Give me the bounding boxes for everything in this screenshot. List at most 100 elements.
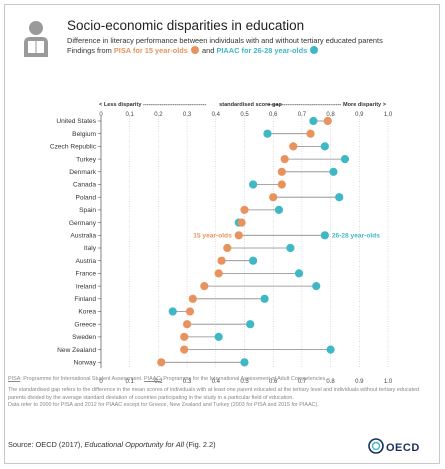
x-tick-top: 0.1 bbox=[126, 112, 135, 118]
piaac-point bbox=[320, 142, 329, 151]
piaac-point bbox=[214, 332, 223, 341]
piaac-point bbox=[274, 205, 284, 214]
x-tick-top: 0 bbox=[99, 112, 103, 118]
axis-banner-right: ----------------------------------------… bbox=[267, 102, 387, 108]
reader-icon bbox=[24, 21, 48, 57]
x-tick-bottom: 0.7 bbox=[298, 379, 307, 385]
notes: PISA: Programme for International Studen… bbox=[8, 376, 428, 414]
pisa-point bbox=[323, 116, 332, 126]
infographic-frame: Socio-economic disparities in education … bbox=[4, 4, 440, 464]
piaac-point bbox=[294, 269, 304, 278]
piaac-def: : Programme for the International Assess… bbox=[160, 376, 327, 382]
pisa-point bbox=[277, 167, 286, 176]
pisa-point bbox=[185, 307, 195, 316]
piaac-annotation: 26-28 year-olds bbox=[332, 233, 380, 240]
x-tick-bottom: 0.4 bbox=[212, 379, 221, 385]
x-tick-top: 0.7 bbox=[298, 112, 307, 118]
category-label: Spain bbox=[79, 207, 96, 214]
source-prefix: Source: OECD (2017), bbox=[8, 440, 85, 449]
category-label: Poland bbox=[75, 194, 96, 201]
x-tick-top: 0.8 bbox=[326, 112, 335, 118]
category-label: Australia bbox=[70, 233, 96, 240]
piaac-point bbox=[326, 345, 335, 354]
piaac-point bbox=[263, 129, 272, 138]
and-text: and bbox=[202, 46, 215, 55]
category-label: Norway bbox=[74, 360, 97, 367]
piaac-point bbox=[249, 256, 258, 265]
category-label: Germany bbox=[69, 220, 97, 227]
category-label: France bbox=[75, 271, 96, 278]
abbrev-note: PISA: Programme for International Studen… bbox=[8, 376, 428, 383]
axis-banner-center: standardised score gap bbox=[219, 102, 282, 108]
pisa-point bbox=[240, 205, 249, 214]
category-label: Austria bbox=[75, 258, 96, 265]
pisa-point bbox=[289, 142, 298, 151]
pisa-def: : Programme for International Student As… bbox=[20, 376, 145, 382]
pisa-point bbox=[269, 193, 278, 202]
piaac-point bbox=[312, 282, 321, 291]
category-label: United States bbox=[56, 118, 96, 125]
x-tick-bottom: 0.2 bbox=[154, 379, 163, 385]
piaac-point bbox=[240, 358, 249, 367]
x-tick-top: 0.3 bbox=[183, 112, 192, 118]
pisa-point bbox=[188, 294, 197, 303]
pisa-point bbox=[180, 345, 189, 354]
category-label: Belgium bbox=[72, 131, 96, 138]
category-label: Ireland bbox=[76, 283, 96, 290]
gap-note: The standardised gap refers to the diffe… bbox=[8, 387, 420, 401]
piaac-point bbox=[309, 116, 318, 126]
pisa-point bbox=[183, 320, 192, 329]
data-note: Data refer to 2000 for PISA and 2012 for… bbox=[8, 402, 319, 409]
pisa-point bbox=[157, 358, 166, 367]
source-title: Educational Opportunity for All bbox=[84, 440, 184, 449]
x-tick-top: 0.2 bbox=[154, 112, 163, 118]
piaac-point bbox=[320, 231, 329, 240]
pisa-point bbox=[277, 180, 286, 189]
pisa-legend-label: PISA for 15 year-olds bbox=[113, 46, 188, 55]
x-tick-bottom: 0.1 bbox=[126, 379, 135, 385]
piaac-legend-dot bbox=[310, 46, 319, 54]
pisa-point bbox=[237, 218, 246, 227]
findings-line: Findings from PISA for 15 year-olds and … bbox=[67, 46, 319, 55]
source-suffix: (Fig. 2.2) bbox=[183, 440, 216, 449]
category-label: Turkey bbox=[76, 156, 97, 163]
category-label: Italy bbox=[84, 245, 97, 252]
oecd-logo-icon bbox=[368, 438, 384, 454]
category-label: Denmark bbox=[69, 169, 96, 176]
pisa-abbr: PISA bbox=[8, 376, 21, 382]
x-tick-bottom: 0.5 bbox=[240, 379, 249, 385]
piaac-legend-label: PIAAC for 26-28 year-olds bbox=[216, 46, 308, 55]
pisa-point bbox=[280, 155, 289, 164]
category-label: Czech Republic bbox=[50, 144, 97, 151]
x-tick-bottom: 0.8 bbox=[326, 379, 335, 385]
page-title: Socio-economic disparities in education bbox=[67, 18, 305, 33]
x-tick-bottom: 0 bbox=[99, 379, 103, 385]
x-tick-top: 0.5 bbox=[240, 112, 249, 118]
pisa-annotation: 15 year-olds bbox=[193, 233, 232, 240]
piaac-point bbox=[286, 243, 295, 253]
piaac-abbr: PIAAC bbox=[144, 376, 161, 382]
page-subtitle: Difference in literacy performance betwe… bbox=[67, 36, 383, 45]
x-tick-bottom: 0.3 bbox=[183, 379, 192, 385]
x-tick-bottom: 0.9 bbox=[355, 379, 364, 385]
pisa-point bbox=[217, 256, 226, 265]
category-label: Sweden bbox=[72, 334, 96, 341]
findings-prefix: Findings from bbox=[67, 46, 112, 55]
x-tick-top: 0.4 bbox=[212, 112, 221, 118]
x-tick-top: 0.9 bbox=[355, 112, 364, 118]
pisa-legend-dot bbox=[190, 46, 199, 54]
piaac-point bbox=[340, 155, 350, 164]
source-line: Source: OECD (2017), Educational Opportu… bbox=[8, 440, 216, 449]
pisa-point bbox=[214, 269, 223, 278]
piaac-point bbox=[249, 180, 258, 189]
category-label: Greece bbox=[74, 321, 96, 328]
x-tick-bottom: 0.6 bbox=[269, 379, 278, 385]
piaac-point bbox=[246, 320, 255, 329]
pisa-point bbox=[180, 332, 189, 341]
piaac-point bbox=[168, 307, 177, 316]
axis-banner-left: < Less disparity -----------------------… bbox=[99, 102, 206, 108]
pisa-point bbox=[306, 129, 315, 138]
oecd-logo-text: OECD bbox=[386, 442, 420, 454]
x-tick-top: 1.0 bbox=[384, 112, 393, 118]
